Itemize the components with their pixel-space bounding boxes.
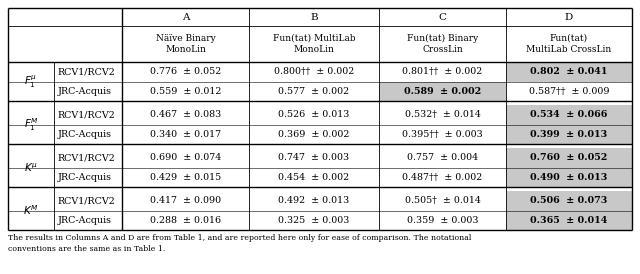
Text: 0.369  ± 0.002: 0.369 ± 0.002 xyxy=(278,130,349,139)
Text: 0.325  ± 0.003: 0.325 ± 0.003 xyxy=(278,216,349,225)
Text: 0.429  ± 0.015: 0.429 ± 0.015 xyxy=(150,173,221,182)
Bar xyxy=(506,62,632,81)
Text: 0.417  ± 0.090: 0.417 ± 0.090 xyxy=(150,196,221,205)
Text: $K^{M}$: $K^{M}$ xyxy=(23,204,39,217)
Text: $F_1^{M}$: $F_1^{M}$ xyxy=(24,116,38,133)
Text: 0.395††  ± 0.003: 0.395†† ± 0.003 xyxy=(402,130,483,139)
Text: 0.359  ± 0.003: 0.359 ± 0.003 xyxy=(407,216,478,225)
Text: 0.490  ± 0.013: 0.490 ± 0.013 xyxy=(531,173,608,182)
Bar xyxy=(506,148,632,167)
Text: 0.506  ± 0.073: 0.506 ± 0.073 xyxy=(531,196,608,205)
Text: 0.800††  ± 0.002: 0.800†† ± 0.002 xyxy=(274,67,354,76)
Bar xyxy=(506,210,632,230)
Text: RCV1/RCV2: RCV1/RCV2 xyxy=(58,153,116,162)
Text: 0.757  ± 0.004: 0.757 ± 0.004 xyxy=(407,153,478,162)
Bar xyxy=(379,81,506,101)
Text: A: A xyxy=(182,13,189,21)
Text: 0.340  ± 0.017: 0.340 ± 0.017 xyxy=(150,130,221,139)
Text: 0.559  ± 0.012: 0.559 ± 0.012 xyxy=(150,87,221,96)
Text: 0.776  ± 0.052: 0.776 ± 0.052 xyxy=(150,67,221,76)
Text: 0.526  ± 0.013: 0.526 ± 0.013 xyxy=(278,110,349,119)
Text: 0.288  ± 0.016: 0.288 ± 0.016 xyxy=(150,216,221,225)
Bar xyxy=(506,105,632,124)
Text: Näïve Binary
MonoLin: Näïve Binary MonoLin xyxy=(156,34,216,54)
Text: The results in Columns A and D are from Table 1, and are reported here only for : The results in Columns A and D are from … xyxy=(8,234,472,253)
Text: 0.801††  ± 0.002: 0.801†† ± 0.002 xyxy=(403,67,483,76)
Text: 0.760  ± 0.052: 0.760 ± 0.052 xyxy=(531,153,608,162)
Text: 0.492  ± 0.013: 0.492 ± 0.013 xyxy=(278,196,349,205)
Text: 0.454  ± 0.002: 0.454 ± 0.002 xyxy=(278,173,349,182)
Text: JRC-Acquis: JRC-Acquis xyxy=(58,173,112,182)
Text: 0.690  ± 0.074: 0.690 ± 0.074 xyxy=(150,153,221,162)
Text: JRC-Acquis: JRC-Acquis xyxy=(58,216,112,225)
Bar xyxy=(506,124,632,144)
Text: C: C xyxy=(438,13,447,21)
Text: 0.399  ± 0.013: 0.399 ± 0.013 xyxy=(531,130,607,139)
Text: $K^{\mu}$: $K^{\mu}$ xyxy=(24,161,38,174)
Text: 0.467  ± 0.083: 0.467 ± 0.083 xyxy=(150,110,221,119)
Text: Fun(tat)
MultiLab CrossLin: Fun(tat) MultiLab CrossLin xyxy=(526,34,612,54)
Text: 0.505†  ± 0.014: 0.505† ± 0.014 xyxy=(404,196,481,205)
Text: Fun(tat) MultiLab
MonoLin: Fun(tat) MultiLab MonoLin xyxy=(273,34,355,54)
Text: 0.365  ± 0.014: 0.365 ± 0.014 xyxy=(531,216,608,225)
Text: RCV1/RCV2: RCV1/RCV2 xyxy=(58,110,116,119)
Bar xyxy=(506,191,632,210)
Text: 0.532†  ± 0.014: 0.532† ± 0.014 xyxy=(404,110,481,119)
Text: RCV1/RCV2: RCV1/RCV2 xyxy=(58,196,116,205)
Text: D: D xyxy=(565,13,573,21)
Text: 0.589  ± 0.002: 0.589 ± 0.002 xyxy=(404,87,481,96)
Text: Fun(tat) Binary
CrossLin: Fun(tat) Binary CrossLin xyxy=(407,34,478,54)
Bar xyxy=(506,167,632,187)
Text: B: B xyxy=(310,13,318,21)
Text: JRC-Acquis: JRC-Acquis xyxy=(58,130,112,139)
Text: JRC-Acquis: JRC-Acquis xyxy=(58,87,112,96)
Text: RCV1/RCV2: RCV1/RCV2 xyxy=(58,67,116,76)
Text: 0.802  ± 0.041: 0.802 ± 0.041 xyxy=(531,67,608,76)
Text: 0.534  ± 0.066: 0.534 ± 0.066 xyxy=(531,110,608,119)
Text: 0.577  ± 0.002: 0.577 ± 0.002 xyxy=(278,87,349,96)
Text: 0.587††  ± 0.009: 0.587†† ± 0.009 xyxy=(529,87,609,96)
Text: 0.747  ± 0.003: 0.747 ± 0.003 xyxy=(278,153,349,162)
Text: 0.487††  ± 0.002: 0.487†† ± 0.002 xyxy=(403,173,483,182)
Text: $F_1^{\mu}$: $F_1^{\mu}$ xyxy=(24,73,38,90)
